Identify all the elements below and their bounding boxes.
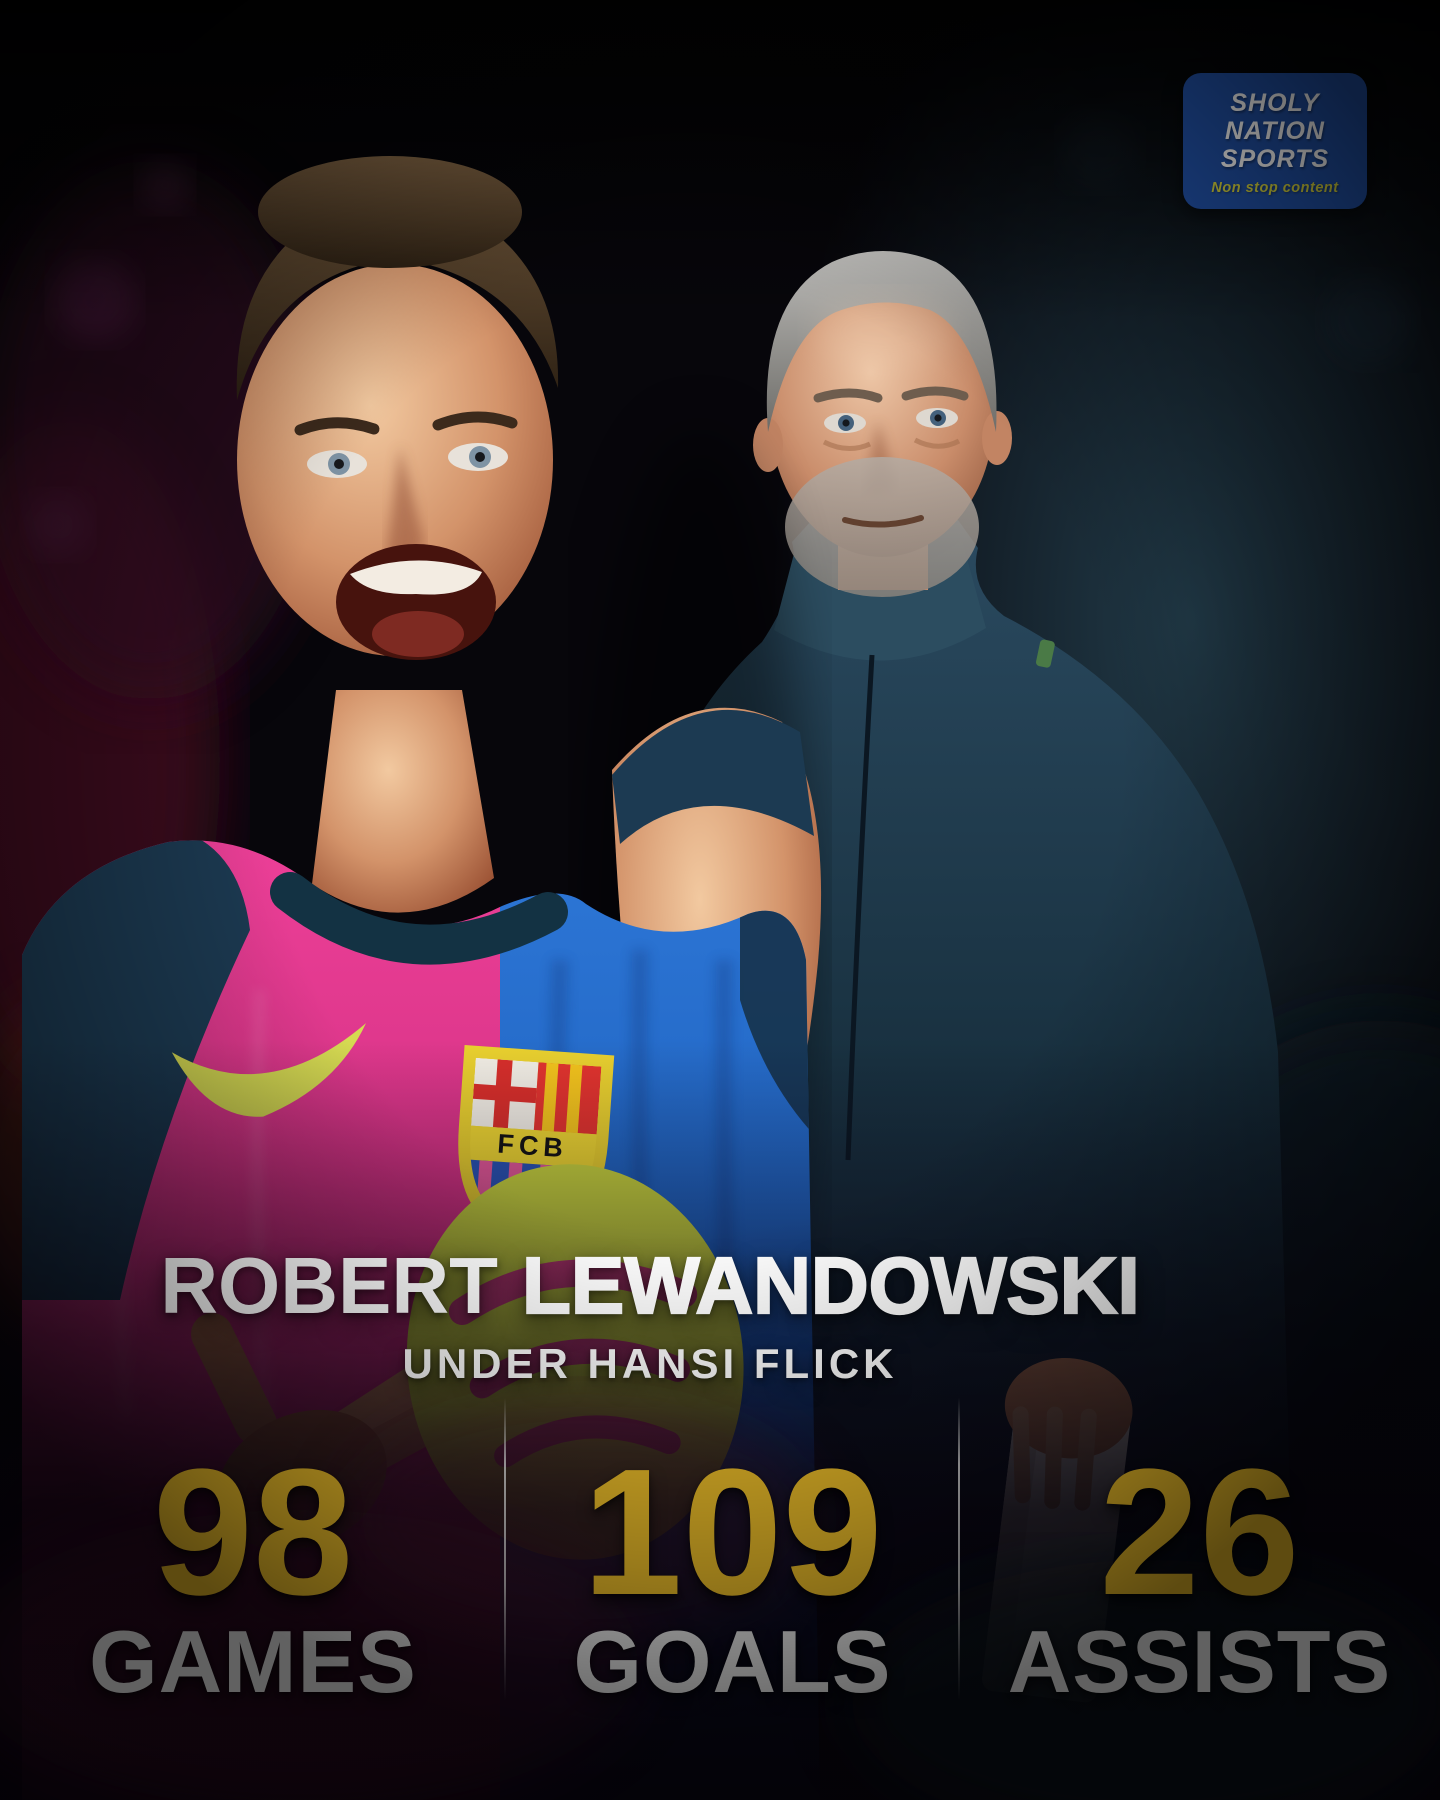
coach-ear [982,411,1012,465]
title-block: ROBERT LEWANDOWSKI UNDER HANSI FLICK [0,1244,1370,1387]
coach-eyebrow [813,388,883,403]
stat-value: 98 [152,1432,354,1633]
stats-row: 98 GAMES 109 GOALS 26 ASSISTS [0,1443,1440,1707]
coach-eyebrow [901,386,969,401]
page-title: ROBERT LEWANDOWSKI [0,1244,1370,1326]
brand-name-line: SPORTS [1220,144,1330,173]
stat-value: 26 [1099,1432,1300,1633]
title-subtitle: UNDER HANSI FLICK [402,1340,898,1387]
brand-tagline: Non stop content [1211,179,1339,196]
player-first-name: ROBERT [160,1241,499,1330]
player-neck [312,690,494,913]
forehead-highlight [812,292,956,372]
stat-divider [958,1398,960,1700]
stat-divider [504,1398,506,1700]
player-hair-quiff [258,156,522,268]
brand-logo-badge: SHOLY NATION SPORTS Non stop content [1183,73,1367,209]
stat-label: ASSISTS [1007,1612,1392,1711]
stat-label: GAMES [89,1612,417,1711]
stat-assists: 26 ASSISTS [959,1443,1440,1707]
brand-name-line: NATION [1225,116,1325,145]
stat-value: 109 [582,1432,883,1633]
stat-games: 98 GAMES [0,1443,506,1707]
stat-label: GOALS [573,1612,892,1711]
player-last-name: LEWANDOWSKI [521,1241,1141,1330]
stat-goals: 109 GOALS [506,1443,959,1707]
brand-name-line: SHOLY [1230,88,1320,117]
player-mouth-open [336,544,496,660]
